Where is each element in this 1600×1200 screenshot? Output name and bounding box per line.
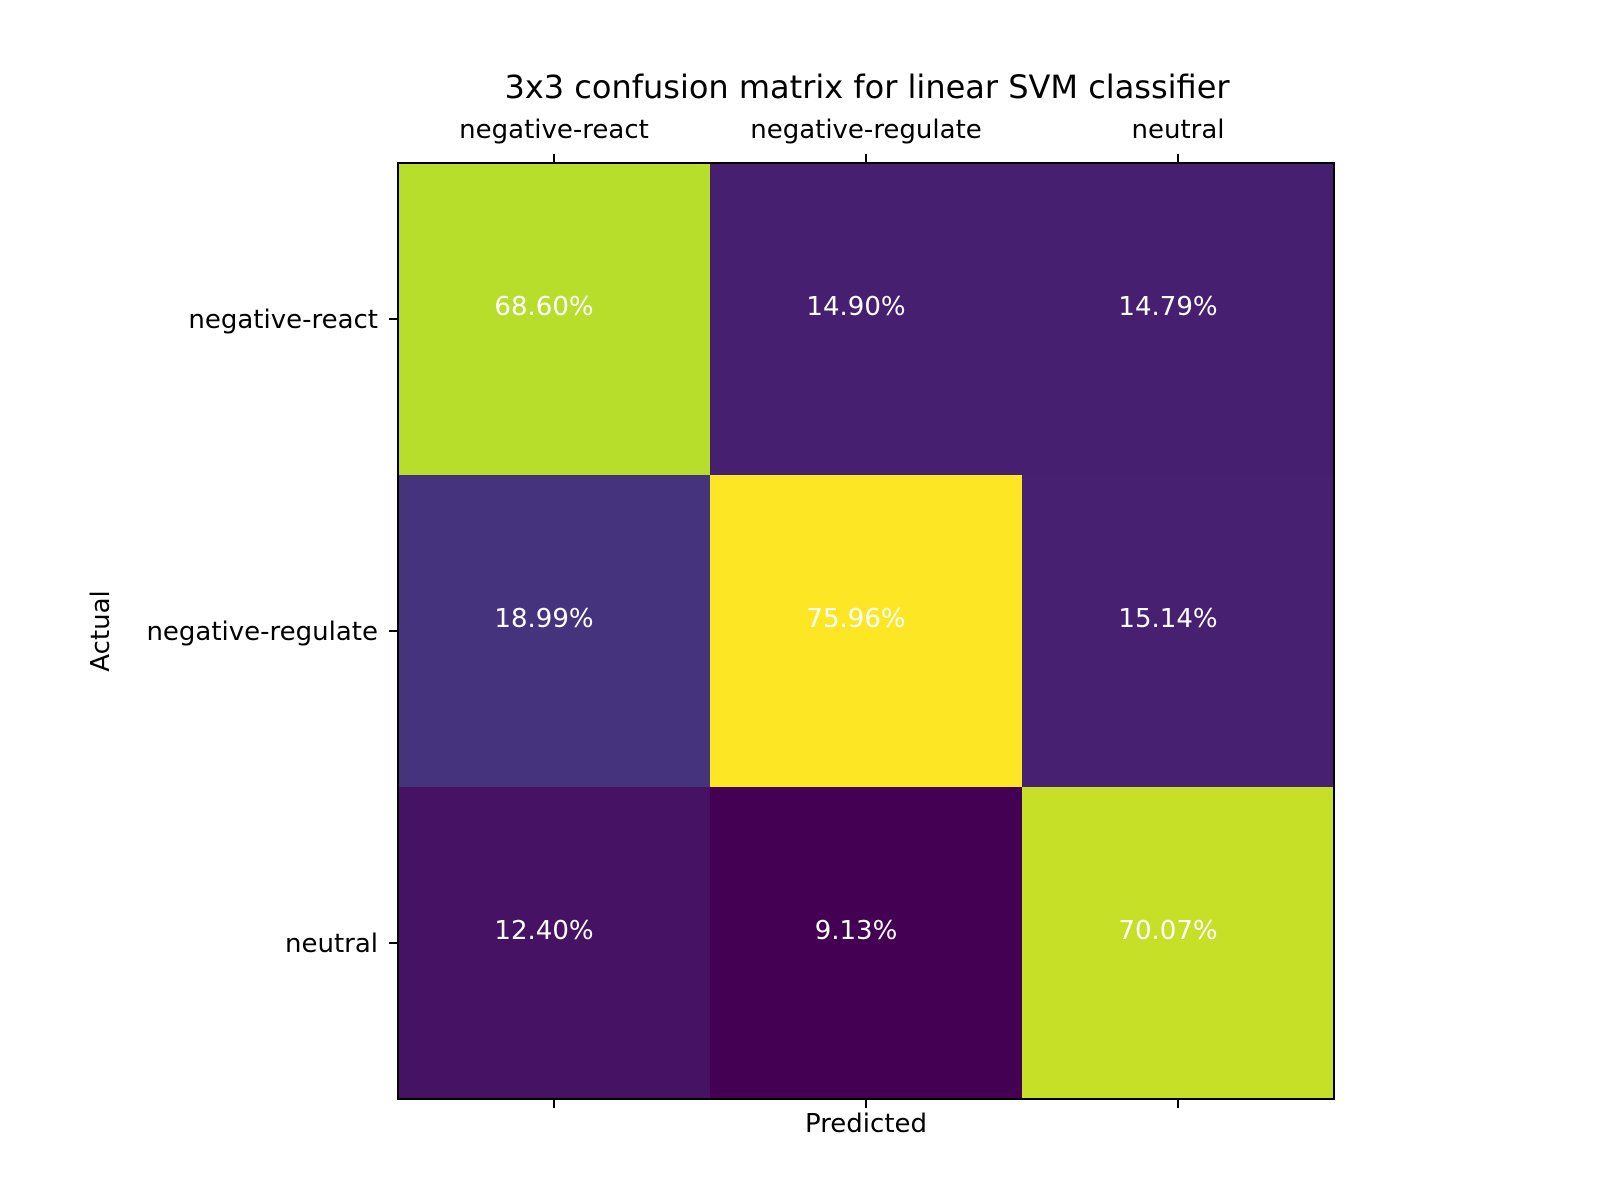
x-tick-label: negative-react [459, 115, 649, 145]
cell-value-label: 15.14% [1118, 604, 1217, 634]
cell-value-label: 75.96% [806, 604, 905, 634]
cell-value-label: 9.13% [815, 916, 898, 946]
heatmap-cells [398, 163, 1335, 1100]
heatmap-cell-r1-c0 [398, 475, 711, 788]
heatmap-cell-r1-c2 [1022, 475, 1335, 788]
cell-value-label: 70.07% [1118, 916, 1217, 946]
cell-value-label: 14.90% [806, 292, 905, 322]
x-tick-label: neutral [1132, 115, 1225, 145]
heatmap-cell-r0-c1 [710, 163, 1023, 476]
heatmap-cell-labels: 68.60% 14.90% 14.79% 18.99% 75.96% 15.14% 12.4… [494, 292, 1217, 946]
cell-value-label: 68.60% [494, 292, 593, 322]
heatmap-cell-r0-c0 [398, 163, 711, 476]
x-tick-label: negative-regulate [750, 115, 982, 145]
x-axis-label: Predicted [805, 1109, 927, 1139]
cell-value-label: 12.40% [494, 916, 593, 946]
y-axis-label: Actual [86, 590, 116, 671]
cell-value-label: 14.79% [1118, 292, 1217, 322]
axis-ticks: negative-react negative-regulate neutral ne… [146, 115, 1225, 1108]
heatmap-cell-r2-c0 [398, 787, 711, 1100]
y-tick-label: negative-regulate [146, 617, 378, 647]
cell-value-label: 18.99% [494, 604, 593, 634]
heatmap-cell-r1-c1 [710, 475, 1023, 788]
y-tick-label: neutral [285, 929, 378, 959]
y-tick-label: negative-react [188, 305, 378, 335]
chart-title: 3x3 confusion matrix for linear SVM clas… [504, 68, 1230, 106]
heatmap-cell-r2-c1 [710, 787, 1023, 1100]
heatmap-cell-r2-c2 [1022, 787, 1335, 1100]
heatmap-cell-r0-c2 [1022, 163, 1335, 476]
